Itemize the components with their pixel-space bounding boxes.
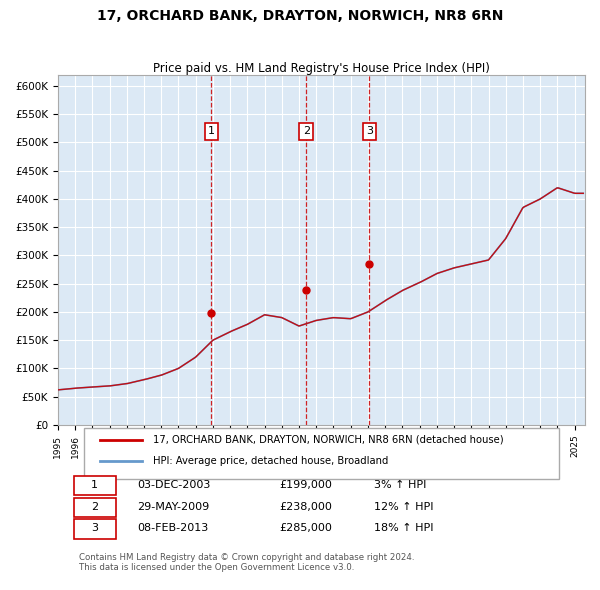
Text: £238,000: £238,000 <box>279 502 332 512</box>
Text: HPI: Average price, detached house, Broadland: HPI: Average price, detached house, Broa… <box>153 456 388 466</box>
FancyBboxPatch shape <box>74 476 116 496</box>
Text: 17, ORCHARD BANK, DRAYTON, NORWICH, NR8 6RN: 17, ORCHARD BANK, DRAYTON, NORWICH, NR8 … <box>97 9 503 23</box>
Text: 3% ↑ HPI: 3% ↑ HPI <box>374 480 427 490</box>
FancyBboxPatch shape <box>74 498 116 517</box>
Text: 29-MAY-2009: 29-MAY-2009 <box>137 502 209 512</box>
Text: 03-DEC-2003: 03-DEC-2003 <box>137 480 210 490</box>
Text: £199,000: £199,000 <box>279 480 332 490</box>
Text: 17, ORCHARD BANK, DRAYTON, NORWICH, NR8 6RN (detached house): 17, ORCHARD BANK, DRAYTON, NORWICH, NR8 … <box>153 435 503 445</box>
Text: Contains HM Land Registry data © Crown copyright and database right 2024.
This d: Contains HM Land Registry data © Crown c… <box>79 553 415 572</box>
Text: 1: 1 <box>208 126 215 136</box>
Text: 12% ↑ HPI: 12% ↑ HPI <box>374 502 434 512</box>
Text: £285,000: £285,000 <box>279 523 332 533</box>
Text: 18% ↑ HPI: 18% ↑ HPI <box>374 523 434 533</box>
Text: 2: 2 <box>91 502 98 512</box>
Text: 2: 2 <box>302 126 310 136</box>
FancyBboxPatch shape <box>74 519 116 539</box>
FancyBboxPatch shape <box>84 428 559 479</box>
Text: 3: 3 <box>91 523 98 533</box>
Text: 3: 3 <box>366 126 373 136</box>
Text: 1: 1 <box>91 480 98 490</box>
Text: 08-FEB-2013: 08-FEB-2013 <box>137 523 208 533</box>
Title: Price paid vs. HM Land Registry's House Price Index (HPI): Price paid vs. HM Land Registry's House … <box>153 62 490 75</box>
